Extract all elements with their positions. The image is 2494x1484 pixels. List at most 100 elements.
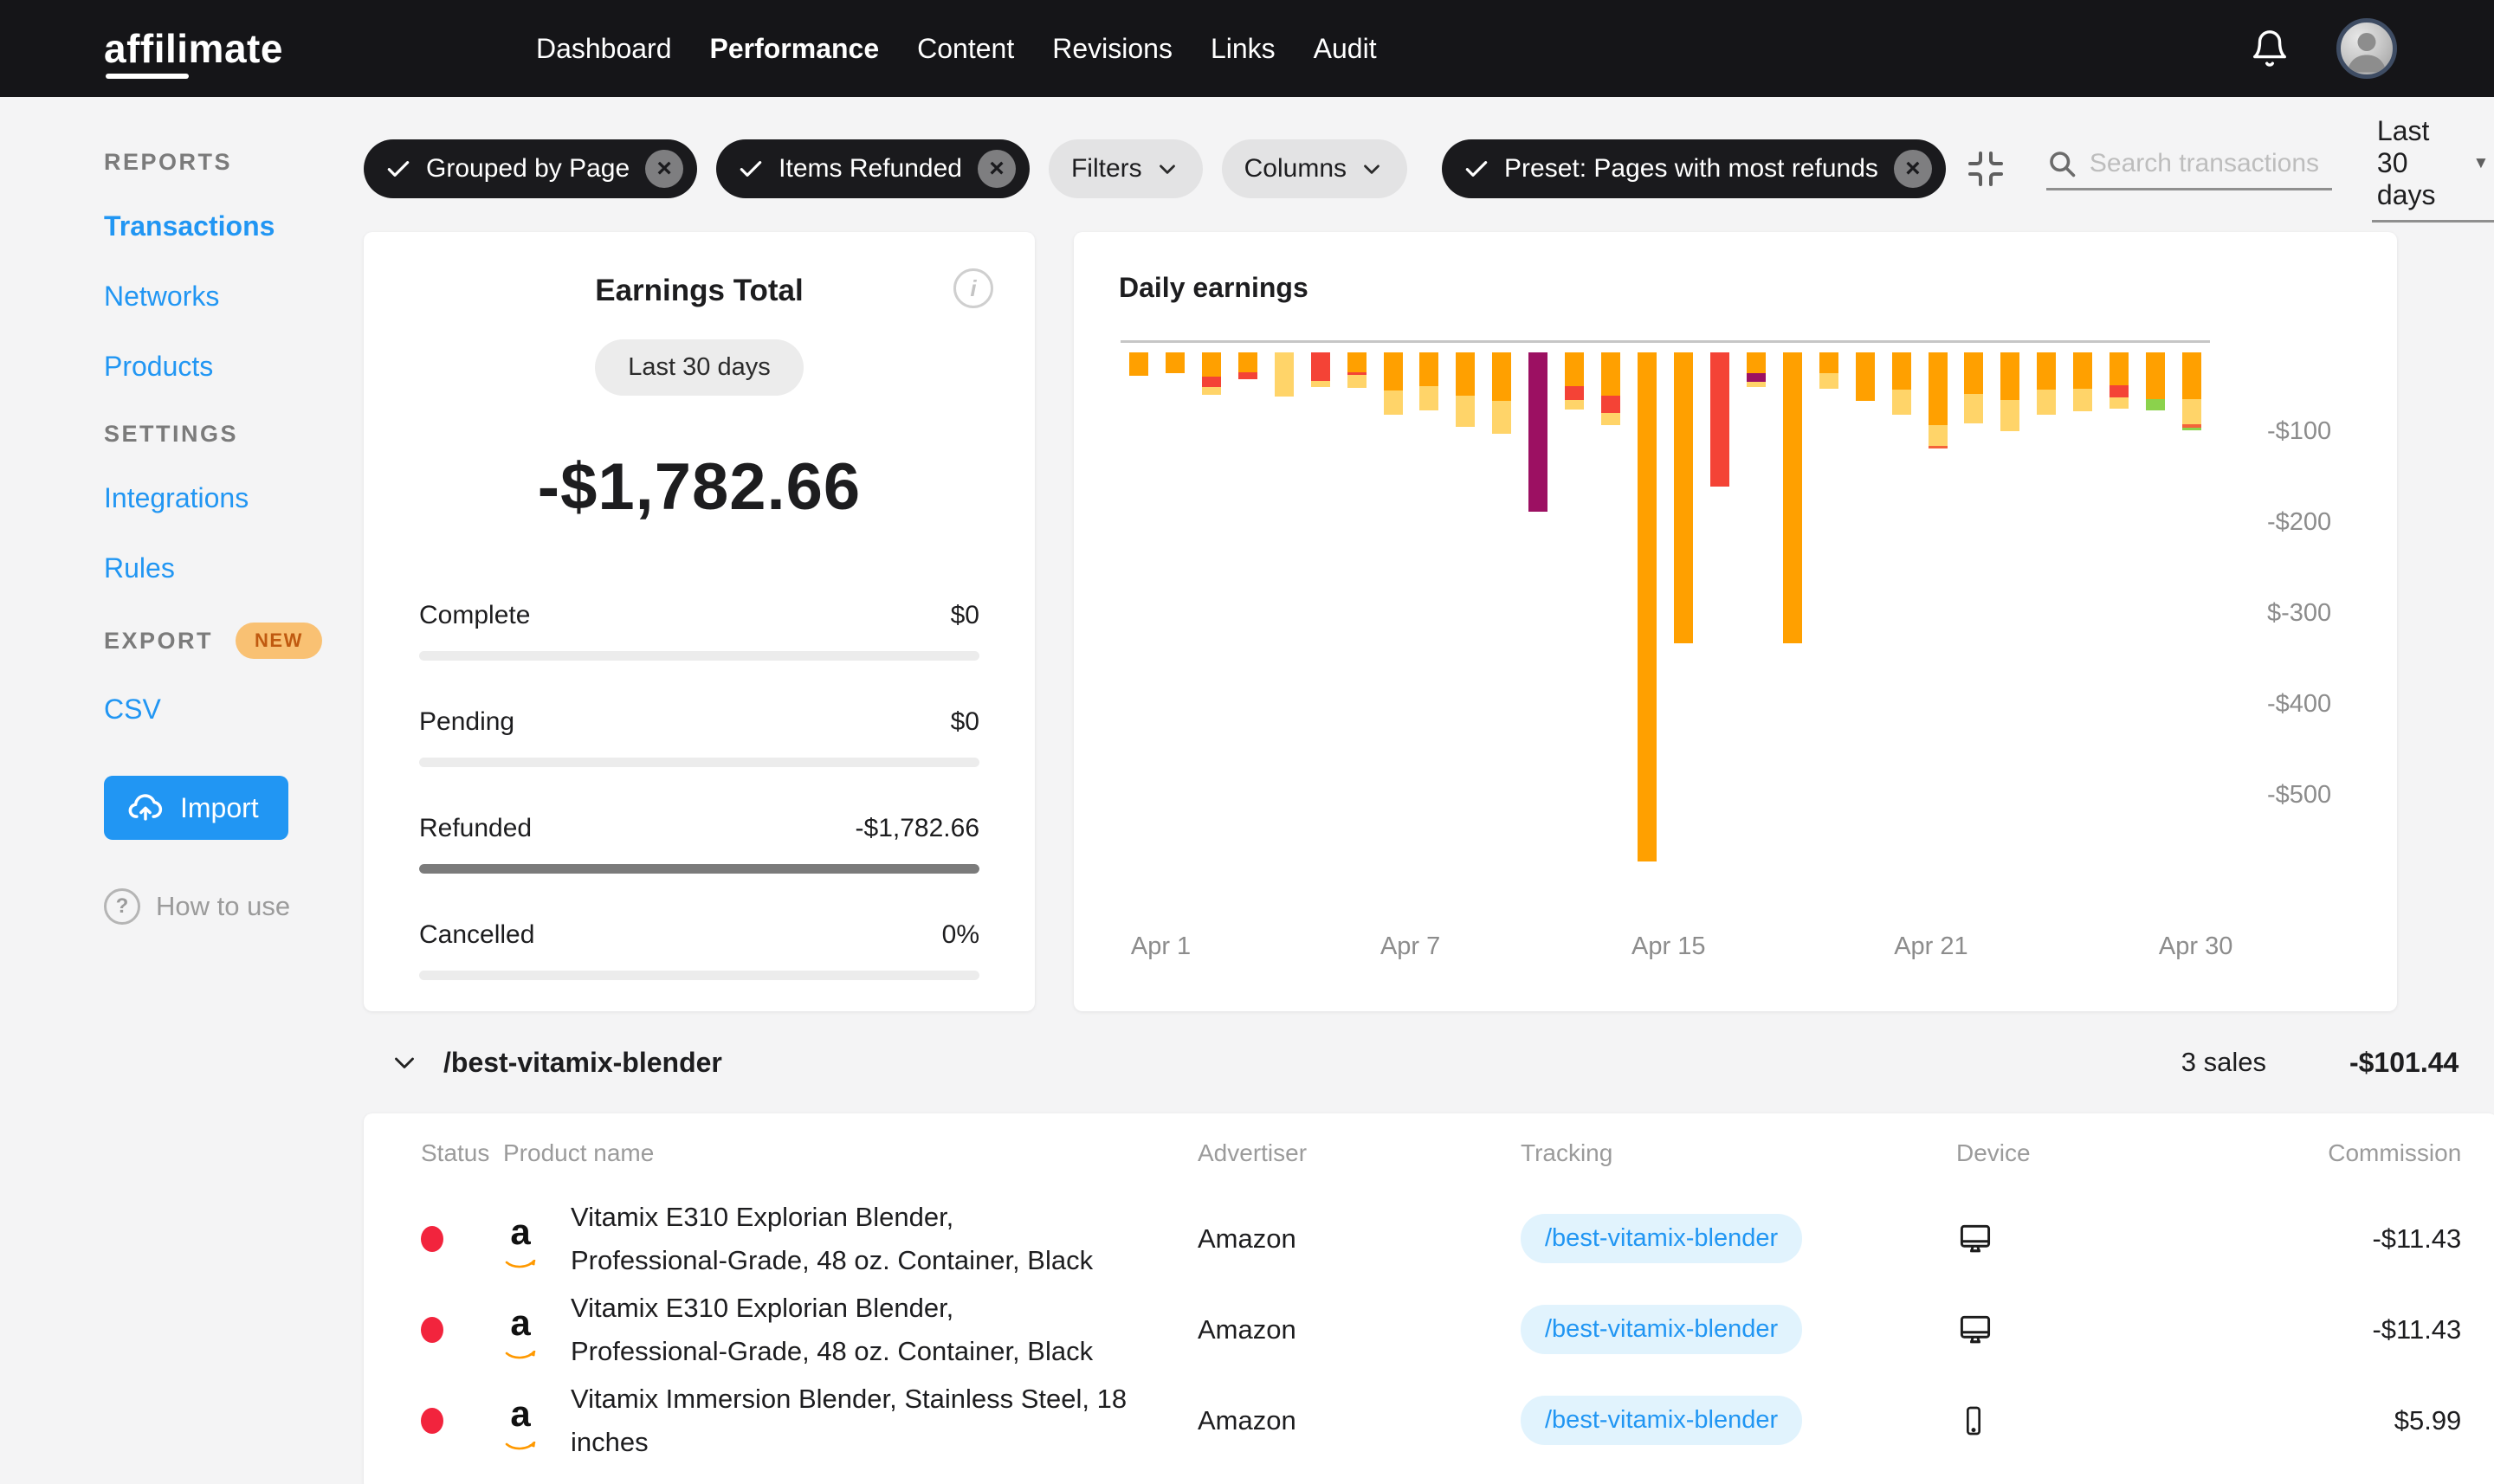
bar-segment-yellow (1419, 385, 1439, 411)
table-row[interactable]: a Vitamix E310 Explorian Blender, Professi… (364, 1193, 2494, 1284)
how-to-use-link[interactable]: ? How to use (104, 888, 364, 925)
filter-chip-preset-pages-with-most-refunds[interactable]: Preset: Pages with most refunds × (1442, 139, 1946, 198)
chart-bar-apr-16[interactable] (1673, 352, 1693, 643)
search-input[interactable] (2089, 148, 2332, 178)
mobile-icon (1956, 1402, 2060, 1440)
sidebar-item-integrations[interactable]: Integrations (104, 482, 249, 513)
filter-chip-label: Items Refunded (779, 154, 962, 183)
nav-item-links[interactable]: Links (1210, 32, 1276, 64)
chart-bar-apr-6[interactable] (1310, 352, 1330, 387)
chart-bar-apr-9[interactable] (1419, 352, 1439, 411)
chevron-down-icon[interactable] (388, 1046, 421, 1079)
group-row-best-vitamix-blender[interactable]: /best-vitamix-blender 3 sales -$101.44 (364, 1011, 2494, 1113)
sidebar-item-products[interactable]: Products (104, 351, 214, 382)
filter-chip-filters[interactable]: Filters (1048, 139, 1203, 198)
chart-bar-apr-21[interactable] (1855, 352, 1875, 401)
bar-segment-orange (1456, 352, 1476, 397)
column-header-status: Status (421, 1139, 490, 1166)
sidebar-item-rules[interactable]: Rules (104, 552, 175, 584)
chart-bar-apr-23[interactable] (1928, 352, 1948, 449)
chart-bar-apr-29[interactable] (2146, 352, 2166, 411)
check-icon (1463, 155, 1490, 183)
chart-bar-apr-25[interactable] (2000, 352, 2020, 432)
chart-bar-apr-18[interactable] (1746, 352, 1766, 387)
sidebar-item-transactions[interactable]: Transactions (104, 210, 275, 242)
x-axis-tick-label: Apr 21 (1894, 932, 1968, 960)
bar-segment-orange (2182, 352, 2202, 399)
collapse-rows-icon[interactable] (1965, 147, 2006, 190)
chart-bar-apr-20[interactable] (1819, 352, 1838, 389)
bar-segment-yellow (1201, 386, 1221, 396)
product-name: Vitamix E310 Explorian Blender, Professio… (571, 1201, 1094, 1275)
chart-bar-apr-12[interactable] (1528, 352, 1548, 512)
nav-item-revisions[interactable]: Revisions (1052, 32, 1173, 64)
filter-chip-label: Columns (1244, 154, 1347, 183)
chart-title: Daily earnings (1119, 272, 1308, 303)
chart-bar-apr-22[interactable] (1891, 352, 1911, 416)
nav-item-dashboard[interactable]: Dashboard (535, 32, 672, 64)
chart-bar-apr-27[interactable] (2073, 352, 2093, 412)
sidebar-item-csv[interactable]: CSV (104, 694, 161, 725)
earnings-row-refunded: Refunded -$1,782.66 (419, 814, 979, 874)
filter-chip-items-refunded[interactable]: Items Refunded × (716, 139, 1030, 198)
chart-bar-apr-5[interactable] (1274, 352, 1294, 397)
table-row[interactable]: a Vitamix Immersion Blender, Stainless St… (364, 1375, 2494, 1466)
bar-segment-orange (2110, 352, 2129, 385)
commission-value: -$11.43 (2372, 1313, 2462, 1345)
x-axis-tick-label: Apr 30 (2158, 932, 2233, 960)
chart-bar-apr-11[interactable] (1492, 352, 1512, 435)
nav-item-content[interactable]: Content (917, 32, 1015, 64)
nav-item-audit[interactable]: Audit (1313, 32, 1377, 64)
chart-bar-apr-8[interactable] (1383, 352, 1403, 416)
import-button[interactable]: Import (104, 776, 288, 840)
tracking-link[interactable]: /best-vitamix-blender (1521, 1214, 1803, 1263)
filter-chip-grouped-by-page[interactable]: Grouped by Page × (364, 139, 698, 198)
main-content: Grouped by Page × Items Refunded × Filters Co… (364, 97, 2494, 1484)
filter-chip-columns[interactable]: Columns (1221, 139, 1408, 198)
chart-bar-apr-10[interactable] (1456, 352, 1476, 428)
earnings-total-card: Earnings Total i Last 30 days -$1,782.66… (364, 232, 1035, 1011)
user-avatar[interactable] (2336, 18, 2397, 79)
question-icon: ? (104, 888, 140, 925)
bar-segment-yellow (1565, 399, 1585, 410)
chart-bar-apr-28[interactable] (2110, 352, 2129, 410)
tracking-link[interactable]: /best-vitamix-blender (1521, 1396, 1803, 1445)
bar-segment-orange (1165, 352, 1185, 374)
remove-filter-icon[interactable]: × (645, 150, 684, 188)
remove-filter-icon[interactable]: × (1893, 150, 1932, 188)
chart-bar-apr-2[interactable] (1165, 352, 1185, 374)
tracking-cell: /best-vitamix-blender (1521, 1305, 1956, 1354)
tracking-link[interactable]: /best-vitamix-blender (1521, 1305, 1803, 1354)
sidebar-item-networks[interactable]: Networks (104, 281, 220, 312)
chart-bar-apr-19[interactable] (1782, 352, 1802, 643)
remove-filter-icon[interactable]: × (977, 150, 1016, 188)
chart-bar-apr-30[interactable] (2182, 352, 2202, 431)
date-range-select[interactable]: Last 30 days ▼ (2371, 115, 2494, 223)
chart-bar-apr-26[interactable] (2037, 352, 2057, 416)
earnings-row-value: 0% (941, 920, 979, 949)
bar-segment-yellow (1746, 381, 1766, 387)
chart-bar-apr-4[interactable] (1237, 352, 1257, 380)
earnings-card-title: Earnings Total (595, 274, 804, 307)
chart-bar-apr-7[interactable] (1347, 352, 1367, 388)
info-icon[interactable]: i (953, 268, 993, 308)
earnings-total-value: -$1,782.66 (537, 450, 862, 524)
notifications-bell-icon[interactable] (2250, 26, 2291, 71)
chart-bar-apr-1[interactable] (1128, 352, 1148, 377)
chart-bar-apr-14[interactable] (1601, 352, 1621, 425)
column-header-advertiser: Advertiser (1198, 1139, 1308, 1166)
tracking-cell: /best-vitamix-blender (1521, 1214, 1956, 1263)
amazon-icon: a (503, 1213, 538, 1268)
table-row[interactable]: a Vitamix E310 Explorian Blender, Professi… (364, 1284, 2494, 1375)
chart-bar-apr-17[interactable] (1709, 352, 1729, 487)
chart-bar-apr-13[interactable] (1565, 352, 1585, 410)
app-logo[interactable]: affilimate (104, 26, 283, 79)
chart-bar-apr-15[interactable] (1638, 352, 1657, 861)
bar-segment-orange (1964, 352, 1984, 395)
bar-segment-red (1310, 352, 1330, 381)
check-icon (384, 155, 412, 183)
chart-bar-apr-3[interactable] (1201, 352, 1221, 396)
chart-bar-apr-24[interactable] (1964, 352, 1984, 423)
nav-item-performance[interactable]: Performance (709, 32, 880, 64)
earnings-row-label: Complete (419, 601, 531, 629)
